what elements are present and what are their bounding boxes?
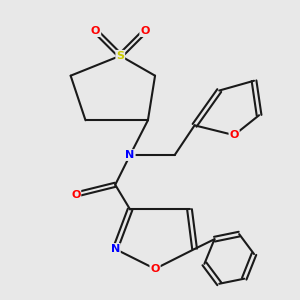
Text: O: O xyxy=(150,264,160,274)
Text: O: O xyxy=(140,26,150,36)
Text: O: O xyxy=(91,26,100,36)
Text: S: S xyxy=(116,51,124,61)
Text: N: N xyxy=(111,244,120,254)
Text: N: N xyxy=(125,150,135,160)
Text: O: O xyxy=(71,190,80,200)
Text: O: O xyxy=(230,130,239,140)
